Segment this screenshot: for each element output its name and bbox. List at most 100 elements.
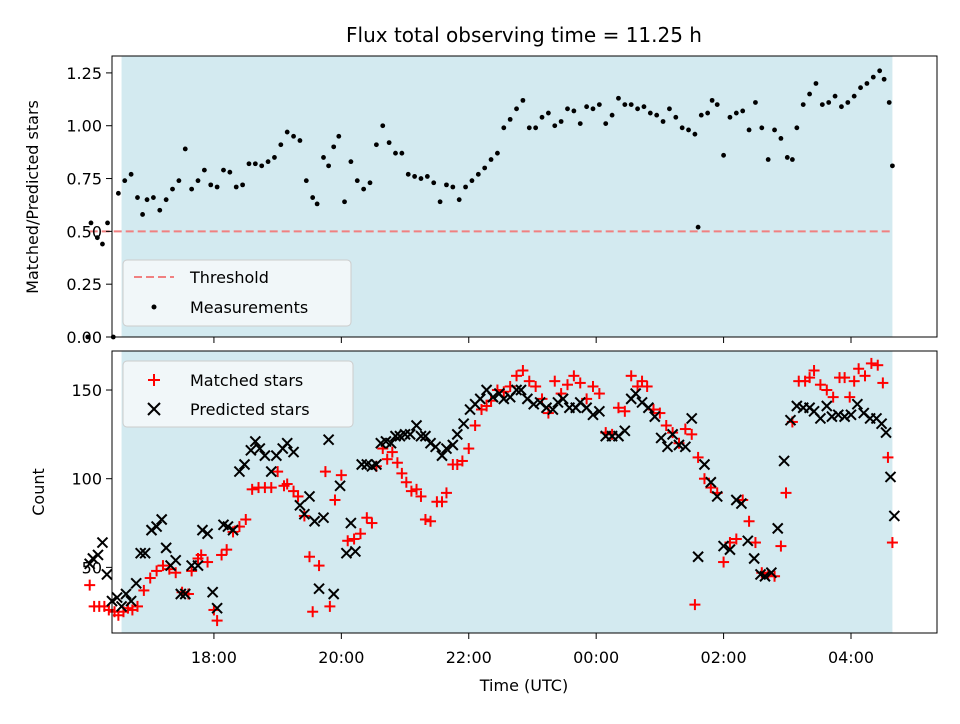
predicted-star-point — [294, 499, 306, 512]
measurement-point — [208, 182, 214, 188]
predicted-star-point — [814, 412, 827, 425]
predicted-star-point — [552, 396, 564, 409]
predicted-star-point — [259, 449, 271, 462]
measurement-point — [890, 163, 895, 169]
measurement-point — [746, 127, 752, 133]
matched-star-point — [814, 379, 826, 391]
predicted-star-point — [826, 410, 838, 423]
predicted-star-point — [593, 405, 606, 418]
predicted-star-point — [249, 435, 262, 448]
matched-star-point — [144, 572, 156, 584]
predicted-star-point — [327, 588, 340, 600]
matched-star-point — [386, 446, 398, 458]
measurement-point — [246, 161, 252, 167]
measurement-point — [813, 81, 819, 86]
predicted-star-point — [206, 586, 219, 598]
x-tick-label: 02:00 — [701, 648, 747, 667]
measurement-point — [342, 199, 347, 205]
predicted-star-point — [419, 430, 432, 442]
predicted-star-point — [705, 476, 717, 488]
predicted-star-point — [649, 410, 661, 423]
predicted-star-point — [686, 412, 698, 425]
predicted-star-point — [389, 430, 402, 442]
bottom-y-tick-label: 150 — [71, 381, 102, 400]
matched-star-point — [686, 428, 698, 440]
predicted-star-point — [410, 419, 423, 432]
bottom-y-axis-label: Count — [29, 468, 48, 516]
matched-star-point — [227, 526, 239, 538]
predicted-star-point — [845, 409, 857, 421]
measurement-point — [221, 167, 226, 173]
measurement-point — [373, 142, 379, 148]
matched-star-point — [808, 365, 820, 377]
predicted-star-point — [130, 577, 142, 590]
predicted-star-point — [880, 426, 892, 439]
measurement-point — [641, 104, 647, 110]
predicted-star-point — [748, 552, 760, 565]
matched-star-point — [324, 600, 336, 612]
top-y-axis-label: Matched/Predicted stars — [23, 100, 42, 294]
predicted-star-point — [557, 393, 569, 405]
measurement-point — [514, 106, 519, 112]
matched-star-point — [872, 359, 884, 371]
measurement-point — [463, 184, 468, 190]
x-tick-label: 22:00 — [446, 648, 492, 667]
measurement-point — [201, 167, 207, 173]
matched-star-point — [485, 395, 497, 407]
measurement-point — [596, 102, 602, 107]
predicted-star-point — [227, 524, 239, 536]
matched-star-point — [562, 379, 574, 391]
matched-star-point — [456, 455, 468, 467]
measurement-point — [144, 197, 150, 203]
measurement-point — [590, 106, 596, 112]
matched-star-point — [839, 372, 851, 384]
measurement-point — [714, 102, 720, 107]
measurement-point — [495, 150, 500, 156]
predicted-star-point — [510, 384, 523, 396]
matched-star-point — [246, 483, 258, 495]
measurement-point — [800, 102, 806, 107]
matched-star-point — [530, 380, 542, 392]
x-axis-label: Time (UTC) — [479, 676, 568, 695]
measurement-point — [291, 133, 296, 139]
top-legend: Threshold Measurements — [122, 259, 352, 327]
matched-star-point — [202, 556, 214, 568]
matched-star-point — [396, 467, 408, 479]
predicted-star-point — [399, 428, 411, 441]
matched-star-point — [780, 487, 792, 499]
matched-star-point — [313, 560, 325, 572]
measurement-point — [794, 125, 800, 131]
matched-star-point — [221, 544, 233, 556]
matched-star-point — [335, 469, 347, 481]
predicted-star-point — [385, 437, 397, 449]
top-y-tick-label: 0.25 — [66, 275, 102, 294]
matched-star-point — [848, 375, 860, 387]
matched-star-point — [354, 528, 366, 540]
predicted-star-point — [821, 400, 833, 412]
predicted-star-point — [345, 517, 357, 529]
measurement-point — [609, 112, 615, 118]
predicted-star-point — [134, 547, 147, 559]
measurement-point — [284, 129, 290, 135]
measurement-point — [584, 104, 590, 110]
predicted-star-point — [717, 540, 730, 552]
measurement-point — [418, 176, 424, 181]
predicted-star-point — [711, 490, 723, 503]
bottom-y-ticks: 50 100 150 — [71, 381, 112, 577]
matched-star-point — [587, 380, 599, 392]
measurement-point — [721, 152, 726, 158]
top-y-tick-label: 0.50 — [66, 222, 102, 241]
measurement-point — [151, 195, 156, 200]
measurement-point — [733, 110, 739, 116]
measurement-point — [135, 195, 140, 200]
predicted-star-point — [201, 527, 214, 540]
predicted-star-point — [619, 425, 631, 437]
measurement-point — [227, 169, 233, 175]
predicted-star-point — [238, 458, 251, 471]
top-legend-box — [122, 259, 352, 327]
predicted-star-point — [884, 471, 897, 483]
measurement-point — [214, 184, 220, 190]
matched-star-point — [877, 377, 889, 389]
